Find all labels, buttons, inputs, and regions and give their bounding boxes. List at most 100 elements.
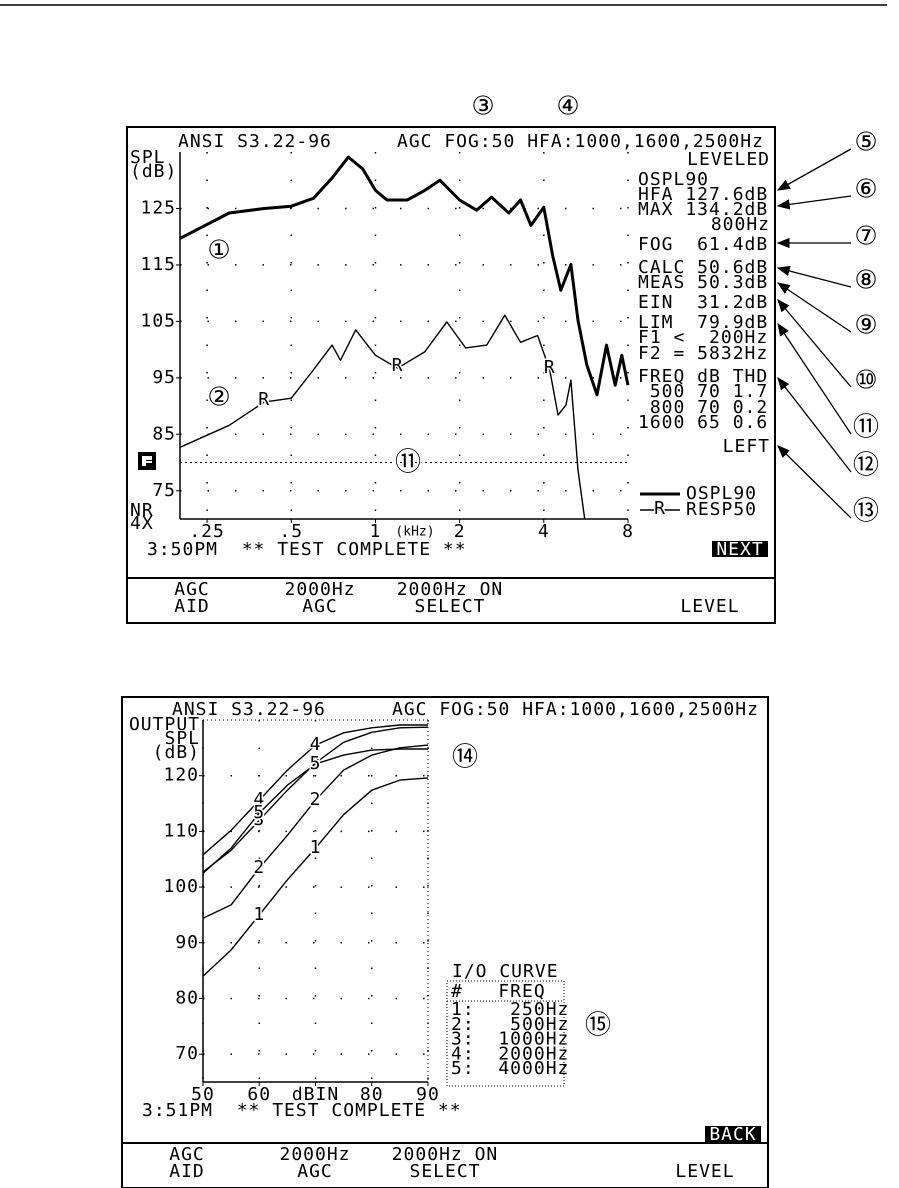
y-tick-label: 115 [140,254,176,275]
y-tick-label: 95 [152,367,176,388]
series-marker: R [392,355,404,376]
y-tick-label: 90 [175,932,199,953]
softkey-label[interactable]: AID [174,596,210,617]
series-marker: R [544,357,556,378]
logo [138,452,156,470]
curve-label: 1 [310,837,322,858]
softkey-label[interactable]: AGC [297,1161,333,1182]
series-line [202,748,428,874]
header-right: AGC FOG:50 HFA:1000,1600,2500Hz [392,699,759,720]
panel-line: LIM 79.9dB [638,312,768,333]
button-bg [712,541,768,557]
x-tick-label: 1 [370,521,382,542]
callout: ② [207,383,230,413]
y-tick-label: 105 [140,310,176,331]
softkey-label[interactable]: 2000Hz ON [392,1144,499,1165]
softkey-label[interactable]: 2000Hz [279,1144,350,1165]
legend-title: I/O CURVE [452,961,559,982]
callout: ⑮ [585,1011,611,1041]
callout: ⑤ [854,128,877,158]
series-line [179,314,586,520]
curve-label: 2 [253,857,265,878]
header-right: AGC FOG:50 HFA:1000,1600,2500Hz [397,131,764,152]
panel-line: FREQ dB THD [638,366,768,387]
panel-line: CALC 50.6dB [638,257,768,278]
x-tick-label: 80 [360,1084,384,1105]
curve-label: 4 [253,789,265,810]
panel-line: FOG 61.4dB [638,234,768,255]
y-tick-label: 80 [175,987,199,1008]
legend-entry: 2: 500Hz [451,1014,569,1035]
x-tick-label: 90 [416,1084,440,1105]
callout: ① [207,236,230,266]
softkey-label[interactable]: 2000Hz ON [397,579,504,600]
header-left: ANSI S3.22-96 [172,699,326,720]
softkey-label[interactable]: LEVEL [675,1161,734,1182]
softkey-label[interactable]: AGC [169,1144,205,1165]
curve-label: 2 [310,789,322,810]
callout: ③ [471,92,494,122]
panel-line: MEAS 50.3dB [638,272,768,293]
screen-frame [126,126,776,624]
y-axis-label: SPL [130,147,166,168]
curve-label: 3 [253,809,265,830]
panel-line: 1600 65 0.6 [638,412,768,433]
panel-line: F2 = 5832Hz [638,343,768,364]
callout-arrow [777,299,852,388]
series-line [179,155,630,397]
softkey-label[interactable]: AGC [174,579,210,600]
callout: ⑪ [853,413,879,443]
panel-line: F1 < 200Hz [638,327,768,348]
corner-label: 4X [130,513,154,534]
y-tick-label: 100 [163,876,199,897]
callout: ⑪ [395,448,421,478]
legend-label: OSPL90 [686,483,757,504]
x-tick-label: 50 [191,1084,215,1105]
screen-frame [121,696,769,1188]
button[interactable]: NEXT [716,539,763,560]
x-tick-label: 60 [247,1084,271,1105]
y-tick-label: 85 [152,423,176,444]
y-axis-label: OUTPUT [129,714,200,735]
y-tick-label: 110 [163,820,199,841]
callout: ⑭ [452,743,478,773]
panel-line: LEVELED [687,149,770,170]
x-tick-label: .25 [189,521,225,542]
callout-arrow [777,322,852,435]
series-line [202,777,429,977]
legend-entry: 3: 1000Hz [451,1029,569,1050]
callout: ⑥ [854,175,877,205]
x-tick-label: 2 [454,521,466,542]
callout: ④ [556,92,579,122]
softkey-label[interactable]: 2000Hz [284,579,355,600]
curve-label: 1 [253,904,265,925]
corner-label: NR [130,500,154,521]
series-marker: R [258,389,270,410]
callout: ⑬ [853,497,879,527]
legend-entry: 5: 4000Hz [451,1058,569,1079]
callout-arrow [777,445,852,519]
button[interactable]: BACK [709,1124,756,1145]
softkey-label[interactable]: SELECT [414,596,485,617]
curve-label: 3 [310,752,322,773]
callout-arrow [776,265,852,288]
softkey-label[interactable]: AGC [302,596,338,617]
callout: ⑫ [853,451,879,481]
x-axis-label: (kHz) [395,525,434,540]
x-tick-label: dBIN [292,1084,339,1105]
panel-line: 800 70 0.2 [638,397,768,418]
legend-header: # FREQ [451,981,546,1002]
legend-label: RESP50 [686,499,757,520]
softkey-label[interactable]: LEVEL [680,596,739,617]
status-line: 3:51PM ** TEST COMPLETE ** [142,1100,462,1121]
y-axis-label: (dB) [130,161,177,182]
softkey-label[interactable]: SELECT [409,1161,480,1182]
softkey-label[interactable]: AID [169,1161,205,1182]
curve-label: 5 [253,802,265,823]
panel-line: OSPL90 [638,169,709,190]
curve-label: 4 [310,734,322,755]
y-tick-label: 120 [163,765,199,786]
callout: ⑦ [854,222,877,252]
y-tick-label: 70 [175,1043,199,1064]
